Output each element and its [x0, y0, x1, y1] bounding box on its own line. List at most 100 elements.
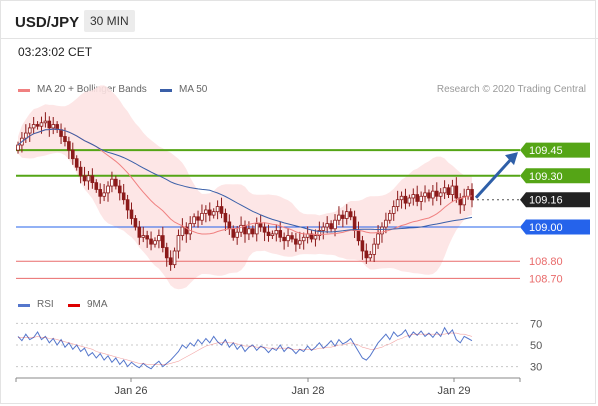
- candle-body: [59, 129, 63, 137]
- currency-pair-title: USD/JPY: [15, 14, 80, 31]
- candle-body: [391, 206, 396, 214]
- candle-body: [82, 175, 87, 182]
- candle-body: [243, 224, 247, 235]
- candle-body: [24, 132, 28, 139]
- candle-body: [211, 211, 216, 216]
- candle-body: [254, 223, 259, 235]
- candle-body: [239, 224, 243, 233]
- chart-header: USD/JPY 30 MIN: [0, 0, 598, 38]
- candle-body: [446, 187, 451, 195]
- candle-body: [333, 219, 337, 230]
- candle-body: [262, 226, 267, 233]
- candle-body: [341, 214, 345, 219]
- candle-body: [153, 240, 157, 245]
- rsi-tick-30: 30: [530, 362, 542, 374]
- candle-body: [258, 223, 263, 228]
- candle-body: [168, 257, 173, 266]
- candle-body: [450, 185, 455, 195]
- candle-body: [297, 240, 302, 245]
- candle-body: [70, 149, 75, 160]
- candle-body: [161, 235, 165, 248]
- level-tag-109.45: [520, 142, 590, 158]
- candle-body: [415, 194, 420, 202]
- candle-body: [395, 199, 400, 207]
- candle-body: [388, 212, 392, 221]
- x-label-Jan-28: Jan 28: [291, 385, 324, 397]
- candle-body: [164, 247, 169, 259]
- level-label-109.16: 109.16: [529, 195, 563, 207]
- candle-body: [215, 206, 220, 213]
- rsi-tick-70: 70: [530, 318, 542, 330]
- candle-body: [294, 238, 298, 245]
- candle-body: [43, 120, 48, 124]
- candle-body: [176, 235, 181, 252]
- candle-body: [47, 120, 52, 129]
- header-divider: [0, 38, 598, 39]
- candle-body: [286, 235, 290, 242]
- candle-body: [219, 206, 224, 214]
- level-label-108.70: 108.70: [529, 273, 563, 285]
- ma20-legend-swatch: [18, 89, 30, 92]
- candle-body: [16, 144, 20, 151]
- candle-body: [51, 124, 56, 129]
- rsi-legend-swatch: [18, 304, 30, 307]
- candle-body: [251, 228, 255, 235]
- candle-body: [188, 223, 193, 235]
- candle-body: [427, 192, 431, 199]
- candle-body: [133, 218, 138, 228]
- candle-body: [376, 233, 380, 245]
- candle-body: [86, 175, 91, 182]
- candle-body: [403, 195, 408, 204]
- candle-body: [192, 216, 196, 225]
- candle-body: [27, 127, 32, 134]
- candle-body: [321, 226, 326, 231]
- candle-body: [157, 235, 161, 242]
- candle-body: [129, 209, 134, 219]
- ma50-legend-swatch: [160, 89, 172, 92]
- candle-body: [106, 185, 110, 194]
- candle-body: [223, 212, 228, 223]
- candle-body: [431, 190, 435, 199]
- candle-body: [145, 235, 149, 240]
- candle-body: [266, 231, 271, 237]
- candle-body: [35, 124, 40, 127]
- forecast-arrow-head: [505, 152, 518, 166]
- rsi-line: [17, 326, 473, 370]
- candle-body: [282, 236, 286, 242]
- candle-body: [462, 195, 466, 206]
- candle-body: [125, 199, 130, 211]
- level-label-109.45: 109.45: [529, 145, 563, 157]
- candle-body: [438, 192, 443, 197]
- candle-body: [63, 136, 67, 143]
- rsi-ma-legend-swatch: [68, 304, 80, 307]
- candle-body: [325, 223, 329, 228]
- research-credit: Research © 2020 Trading Central: [436, 84, 586, 95]
- rsi-ma-legend-label: 9MA: [87, 299, 108, 310]
- level-tag-109.00: [520, 219, 590, 235]
- candle-body: [247, 228, 251, 235]
- candle-body: [90, 175, 95, 184]
- candle-body: [102, 192, 106, 197]
- rsi-ma-line: [18, 332, 473, 365]
- timestamp: 03:23:02 CET: [18, 45, 93, 59]
- candle-body: [411, 194, 416, 199]
- candle-body: [344, 211, 349, 219]
- level-label-109.00: 109.00: [529, 222, 563, 234]
- candle-body: [368, 253, 373, 259]
- candle-body: [94, 182, 99, 190]
- candle-body: [399, 195, 404, 201]
- timeframe-badge[interactable]: 30 MIN: [84, 10, 135, 32]
- candle-body: [117, 185, 122, 194]
- level-tag-109.16: [520, 192, 590, 208]
- candle-body: [196, 216, 200, 221]
- candle-body: [360, 240, 365, 252]
- ma20-legend-label: MA 20 + Bollinger Bands: [37, 84, 147, 95]
- candle-body: [235, 231, 239, 238]
- ma50-line: [17, 128, 473, 233]
- candle-body: [227, 221, 232, 230]
- rsi-tick-50: 50: [530, 340, 542, 352]
- candle-body: [78, 166, 83, 177]
- candle-body: [317, 230, 322, 237]
- candle-body: [348, 211, 353, 218]
- candle-body: [278, 230, 283, 238]
